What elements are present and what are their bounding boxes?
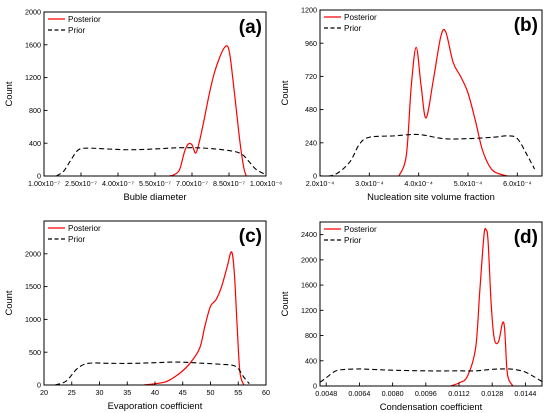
x-tick-label: 1.00x10⁻⁷ <box>28 179 60 188</box>
x-tick-label: 0.0064 <box>348 389 370 398</box>
x-tick-label: 50 <box>207 388 215 397</box>
x-tick-label: 45 <box>179 388 187 397</box>
x-tick-label: 7.00x10⁻⁷ <box>176 179 208 188</box>
y-tick-label: 500 <box>29 348 41 357</box>
x-tick-label: 35 <box>123 388 131 397</box>
series-line-posterior <box>398 28 508 176</box>
x-tick-label: 25 <box>68 388 76 397</box>
y-tick-label: 800 <box>29 106 41 115</box>
x-tick-label: 3.0x10⁻⁴ <box>355 179 383 188</box>
panel-d: 0.0048 0.0064 0.0080 0.0096 0.0112 0.0128 0.01… <box>279 221 543 412</box>
panel-a: 1.00x10⁻⁷ 2.50x10⁻⁷ 4.00x10⁻⁷ 5.50x10⁻⁷ 7.00… <box>3 8 282 202</box>
y-axis-label: Count <box>3 81 14 106</box>
y-tick-label: 400 <box>305 356 317 365</box>
y-tick-label: 480 <box>305 105 317 114</box>
panel-label: (b) <box>514 15 538 36</box>
y-tick-label: 1600 <box>25 40 41 49</box>
y-tick-label: 1200 <box>25 73 41 82</box>
x-tick-label: 4.00x10⁻⁷ <box>102 179 134 188</box>
plot-frame <box>319 221 543 387</box>
panel-c: 20 25 30 35 40 45 50 55 60 0 500 1000 1500 2000 Evapor… <box>3 220 270 411</box>
legend-label-posterior: Posterior <box>344 13 377 22</box>
y-axis-label: Count <box>279 291 290 316</box>
y-tick-label: 1200 <box>301 306 317 315</box>
x-tick-label: 60 <box>262 388 270 397</box>
x-tick-label: 6.0x10⁻⁴ <box>503 179 531 188</box>
x-tick-label: 8.50x10⁻⁷ <box>213 179 245 188</box>
legend: Posterior Prior <box>48 224 101 244</box>
y-tick-label: 2000 <box>25 249 41 258</box>
y-tick-label: 0 <box>313 382 317 391</box>
y-tick-label: 1600 <box>301 281 317 290</box>
y-tick-label: 720 <box>305 72 317 81</box>
legend-label-posterior: Posterior <box>344 225 377 234</box>
series-line-posterior <box>450 227 514 386</box>
y-tick-label: 2000 <box>301 255 317 264</box>
y-tick-label: 0 <box>37 381 41 390</box>
x-tick-label: 4.0x10⁻⁴ <box>404 179 432 188</box>
series-line-posterior <box>143 251 245 385</box>
legend: Posterior Prior <box>324 13 377 33</box>
x-tick-label: 55 <box>234 388 242 397</box>
x-tick-label: 40 <box>151 388 159 397</box>
y-tick-label: 240 <box>305 138 317 147</box>
x-tick-label: 20 <box>40 388 48 397</box>
y-tick-label: 0 <box>313 172 317 181</box>
x-tick-label: 0.0112 <box>448 389 469 398</box>
y-tick-label: 1500 <box>25 282 41 291</box>
x-axis-label: Nucleation site volume fraction <box>367 191 495 202</box>
y-axis-label: Count <box>279 80 290 105</box>
x-tick-label: 0.0144 <box>514 389 536 398</box>
legend-label-prior: Prior <box>344 236 362 245</box>
x-tick-label: 0.0080 <box>382 389 404 398</box>
plot-frame <box>43 220 267 386</box>
legend-label-posterior: Posterior <box>68 15 101 24</box>
panel-label: (d) <box>514 227 538 248</box>
y-tick-label: 1200 <box>301 6 317 15</box>
series-line-posterior <box>169 45 247 176</box>
legend-label-prior: Prior <box>68 26 86 35</box>
series-line-prior <box>56 147 266 176</box>
x-axis-label: Evaporation coefficient <box>108 400 203 411</box>
x-tick-label: 1.00x10⁻⁶ <box>250 179 282 188</box>
y-axis-label: Count <box>3 290 14 315</box>
x-tick-label: 0.0096 <box>415 389 437 398</box>
legend-label-prior: Prior <box>344 24 362 33</box>
x-tick-label: 5.0x10⁻⁴ <box>454 179 482 188</box>
y-tick-label: 960 <box>305 39 317 48</box>
x-tick-label: 0.0128 <box>481 389 503 398</box>
y-tick-label: 2000 <box>25 8 41 17</box>
panel-label: (c) <box>239 226 262 247</box>
x-tick-label: 0.0048 <box>315 389 337 398</box>
plot-frame <box>319 9 543 177</box>
panel-label: (a) <box>239 17 262 38</box>
x-axis-label: Condensation coefficient <box>380 401 483 412</box>
series-line-prior <box>320 133 536 176</box>
y-tick-label: 800 <box>305 331 317 340</box>
legend: Posterior Prior <box>48 15 101 35</box>
legend-label-posterior: Posterior <box>68 224 101 233</box>
legend: Posterior Prior <box>324 225 377 245</box>
y-tick-label: 0 <box>37 172 41 181</box>
y-tick-label: 1000 <box>25 315 41 324</box>
series-line-prior <box>54 361 250 385</box>
x-axis-label: Buble diameter <box>123 191 186 202</box>
x-tick-label: 30 <box>96 388 104 397</box>
x-tick-label: 2.50x10⁻⁷ <box>65 179 97 188</box>
legend-label-prior: Prior <box>68 235 86 244</box>
y-tick-label: 400 <box>29 139 41 148</box>
x-tick-label: 2.0x10⁻⁴ <box>306 179 334 188</box>
y-tick-label: 2400 <box>301 230 317 239</box>
panel-b: 2.0x10⁻⁴ 3.0x10⁻⁴ 4.0x10⁻⁴ 5.0x10⁻⁴ 6.0x10⁻⁴… <box>279 6 543 202</box>
x-tick-label: 5.50x10⁻⁷ <box>139 179 171 188</box>
